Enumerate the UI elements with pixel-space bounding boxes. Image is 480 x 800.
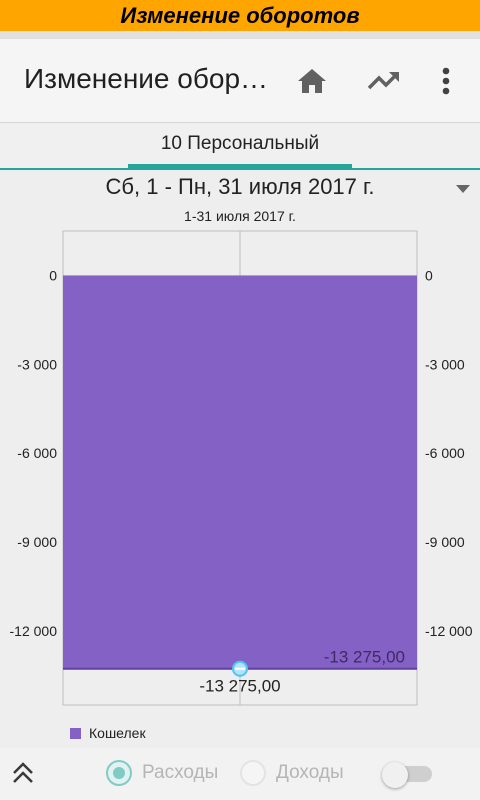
bar-koshelek <box>63 275 417 669</box>
switch-thumb[interactable] <box>382 762 408 788</box>
chart-title: 1-31 июля 2017 г. <box>184 208 296 224</box>
tab-personal[interactable]: 10 Персональный <box>128 124 352 168</box>
y-tick-label-right: -9 000 <box>425 534 465 550</box>
home-icon[interactable] <box>294 63 330 99</box>
income-label: Доходы <box>276 762 344 783</box>
data-point-label: -13 275,00 <box>199 677 280 696</box>
toolbar-title: Изменение оборотов <box>24 63 274 94</box>
turnover-chart: 0 0 -3 000 -3 000 -6 000 -6 000 -9 000 -9 000 -1… <box>10 230 473 706</box>
bar-value-label: -13 275,00 <box>324 648 405 667</box>
trending-up-icon[interactable] <box>366 63 402 99</box>
y-tick-label-right: -3 000 <box>425 356 465 372</box>
chart-legend: Кошелек <box>70 724 146 742</box>
expand-up-icon[interactable] <box>10 760 36 786</box>
bottom-bar: Расходы Доходы <box>0 748 480 800</box>
y-tick-label-right: 0 <box>425 267 433 283</box>
period-selector[interactable]: Сб, 1 - Пн, 31 июля 2017 г. <box>0 172 480 206</box>
legend-label: Кошелек <box>89 725 146 741</box>
y-tick-label-left: -12 000 <box>10 623 58 639</box>
banner-title: Изменение оборотов <box>120 2 360 28</box>
toggle-switch[interactable] <box>382 762 434 788</box>
account-tabs: 10 Персональный <box>0 124 480 170</box>
income-radio-circle[interactable] <box>240 760 266 786</box>
title-banner: Изменение оборотов <box>0 0 480 31</box>
y-tick-label-left: -9 000 <box>17 534 57 550</box>
status-strip <box>0 31 480 39</box>
y-tick-label-left: 0 <box>49 267 57 283</box>
y-tick-label-right: -12 000 <box>425 623 473 639</box>
app-toolbar: Изменение оборотов <box>0 39 480 123</box>
income-radio[interactable]: Доходы <box>240 758 344 788</box>
expenses-radio[interactable]: Расходы <box>106 758 218 788</box>
dropdown-arrow-icon[interactable] <box>456 185 470 193</box>
more-vert-icon[interactable] <box>428 63 464 99</box>
y-tick-label-left: -6 000 <box>17 445 57 461</box>
y-tick-label-left: -3 000 <box>17 356 57 372</box>
expenses-label: Расходы <box>142 762 219 783</box>
period-label[interactable]: Сб, 1 - Пн, 31 июля 2017 г. <box>105 174 375 199</box>
expenses-radio-circle[interactable] <box>106 760 132 786</box>
legend-swatch <box>70 727 81 739</box>
y-tick-label-right: -6 000 <box>425 445 465 461</box>
